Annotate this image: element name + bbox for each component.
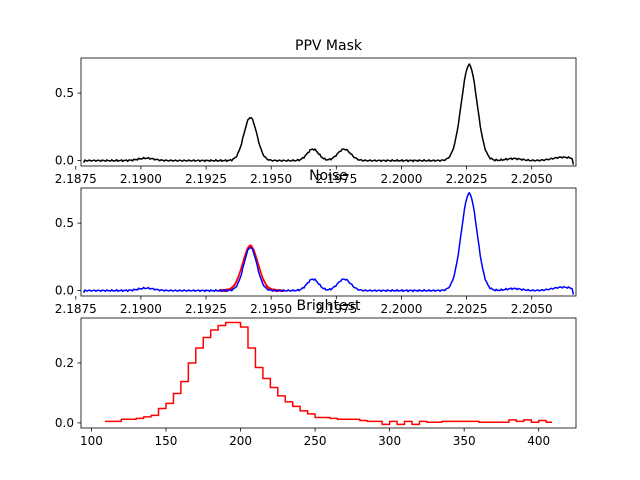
brightest-subplot: 100 150 200 250 300 350 400 0.0 0.2 Brightest [55,298,577,448]
ppv-mask-subplot: 2.1875 2.1900 2.1925 2.1950 2.1975 2.2000 2.20… [55,38,577,186]
ppv-mask-series-0-line [82,63,575,165]
noise-x-tick-label: 2.1925 [185,302,227,316]
brightest-title: Brightest [297,298,361,314]
noise-x-tick-label: 2.2050 [511,302,553,316]
brightest-x-tick-label: 100 [80,434,103,448]
ppv-mask-x-tick-label: 2.1900 [120,172,162,186]
ppv-mask-x-tick-label: 2.1950 [250,172,292,186]
noise-y-tick-label: 0.0 [55,284,74,298]
noise-x-tick-label: 2.1900 [120,302,162,316]
brightest-y-tick-label: 0.0 [55,416,74,430]
ppv-mask-y-tick-label: 0.0 [55,154,74,168]
brightest-x-tick-label: 350 [453,434,476,448]
brightest-x-tick-label: 300 [378,434,401,448]
ppv-mask-x-tick-label: 2.2000 [380,172,422,186]
ppv-mask-x-tick-label: 2.2025 [446,172,488,186]
noise-x-tick-label: 2.1875 [55,302,97,316]
brightest-x-tick-label: 150 [155,434,178,448]
brightest-series-0-line [104,321,553,426]
ppv-mask-x-tick-label: 2.1925 [185,172,227,186]
ppv-mask-x-tick-label: 2.1975 [315,172,357,186]
noise-axes-frame [80,187,577,297]
ppv-mask-title: PPV Mask [295,38,363,54]
ppv-mask-x-tick-label: 2.1875 [55,172,97,186]
brightest-y-tick-label: 0.2 [55,356,74,370]
brightest-x-tick-label: 200 [229,434,252,448]
noise-series-0-line [218,244,285,293]
noise-subplot: 2.1875 2.1900 2.1925 2.1950 2.1975 2.2000 2.20… [55,168,577,316]
brightest-x-tick-label: 400 [527,434,550,448]
noise-x-tick-label: 2.2025 [446,302,488,316]
noise-series-1-line [82,191,575,295]
noise-y-tick-label: 0.5 [55,216,74,230]
noise-x-tick-label: 2.1950 [250,302,292,316]
ppv-mask-axes-frame [80,57,577,167]
brightest-x-tick-label: 250 [304,434,327,448]
noise-x-tick-label: 2.1975 [315,302,357,316]
ppv-mask-y-tick-label: 0.5 [55,86,74,100]
brightest-axes-frame [80,317,577,429]
noise-title: Noise [309,168,348,184]
noise-x-tick-label: 2.2000 [380,302,422,316]
ppv-mask-x-tick-label: 2.2050 [511,172,553,186]
